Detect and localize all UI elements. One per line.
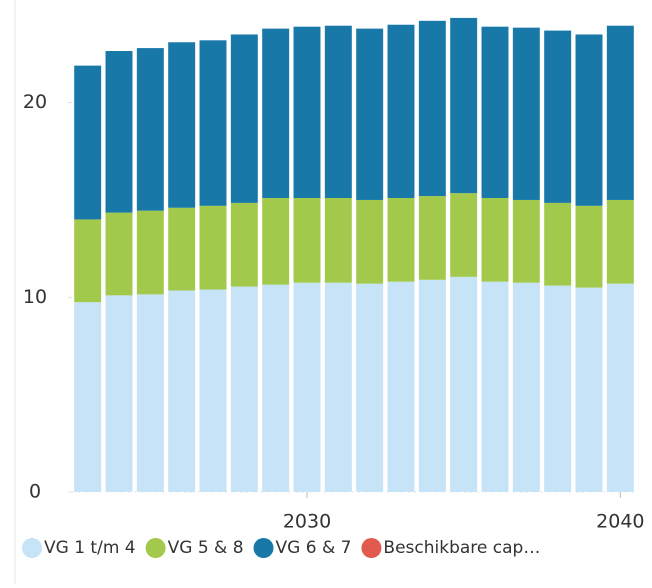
bar-segment [387,24,415,199]
bar-segment [606,199,634,284]
x-tick-label: 2040 [596,511,644,533]
bar-segment [575,287,603,492]
y-tick-label: 10 [23,286,47,308]
bar-segment [544,30,572,203]
bar-segment [450,17,478,194]
bar-segment [199,289,227,492]
bar-segment [74,302,102,492]
bar-segment [230,286,258,492]
bar-segment [544,202,572,286]
bar-segment [606,283,634,492]
bar-segment [105,51,133,213]
bar-segment [387,281,415,492]
bar-segment [481,198,509,282]
bar-segment [74,219,102,303]
legend-marker [22,538,42,558]
y-tick-label: 20 [23,91,47,113]
bar-segment [512,282,540,492]
y-tick-label: 0 [29,481,41,503]
bar-segment [575,34,603,206]
bar-segment [105,212,133,296]
bar-segment [356,199,384,284]
bar-segment [450,276,478,492]
legend-label: VG 6 & 7 [276,538,352,558]
bar-segment [418,279,446,492]
bar-segment [418,20,446,197]
legend-label: VG 1 t/m 4 [44,538,136,558]
bar-segment [136,294,164,492]
x-tick-label: 2030 [283,511,331,533]
bar-segment [293,26,321,199]
bar-segment [450,193,478,277]
legend-label: VG 5 & 8 [168,538,244,558]
bar-segment [356,28,384,200]
bar-segment [199,40,227,206]
bar-segment [544,285,572,492]
bar-segment [136,210,164,295]
bar-segment [262,284,290,492]
bar-segment [168,207,196,291]
bar-segment [168,290,196,492]
bar-segment [481,281,509,492]
bar-segment [324,25,352,199]
bar-segment [606,25,634,200]
bar-segment [74,65,102,220]
bar-segment [168,42,196,208]
bar-segment [481,26,509,199]
bar-segment [512,199,540,283]
bar-segment [293,282,321,492]
legend-marker [145,538,166,558]
bar-segment [575,205,603,288]
bar-segment [324,198,352,283]
legend-marker [361,538,382,558]
bar-segment [512,27,540,200]
bar-segment [262,28,290,199]
bar-segment [262,198,290,285]
bar-segment [387,198,415,282]
bar-segment [136,48,164,211]
bar-segment [230,202,258,287]
bar-segment [230,34,258,203]
bar-segment [356,283,384,492]
bar-segment [418,196,446,280]
bar-segment [105,295,133,492]
legend-marker [253,538,274,558]
legend-label: Beschikbare cap… [383,538,540,558]
bar-segment [199,205,227,290]
bar-segment [324,282,352,492]
bar-segment [293,198,321,283]
